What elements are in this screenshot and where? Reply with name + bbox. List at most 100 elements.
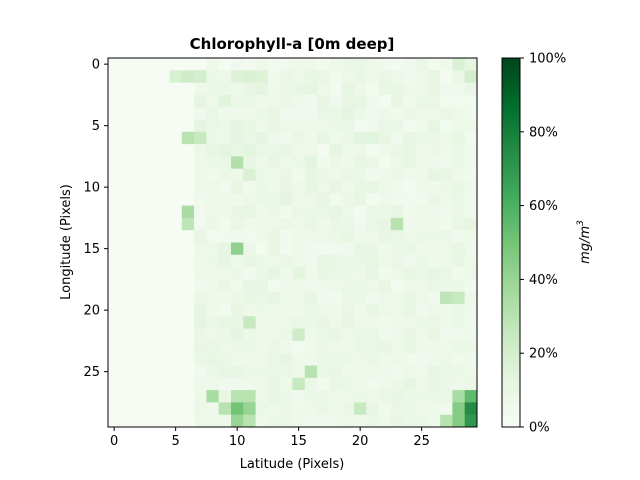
heatmap-cell: [267, 193, 281, 206]
heatmap-cell: [108, 254, 121, 268]
heatmap-cell: [194, 107, 207, 120]
heatmap-cell: [132, 316, 146, 329]
heatmap-cell: [452, 414, 466, 428]
heatmap-cell: [366, 205, 379, 219]
heatmap-cell: [292, 144, 306, 157]
heatmap-cell: [108, 217, 121, 231]
heatmap-cell: [280, 390, 293, 403]
heatmap-cell: [366, 181, 379, 194]
heatmap-cell: [390, 414, 404, 428]
heatmap-cell: [120, 82, 133, 96]
heatmap-cell: [144, 390, 158, 403]
heatmap-cell: [415, 377, 429, 391]
heatmap-cell: [218, 119, 232, 133]
heatmap-cell: [267, 291, 281, 305]
heatmap-cell: [194, 291, 207, 305]
heatmap-cell: [354, 58, 367, 71]
heatmap-cell: [194, 230, 207, 243]
heatmap-cell: [255, 279, 269, 293]
heatmap-cell: [390, 377, 404, 391]
heatmap-cell: [280, 205, 293, 219]
heatmap-cell: [157, 58, 170, 71]
heatmap-cell: [181, 377, 195, 391]
heatmap-cell: [341, 205, 355, 219]
colorbar-tick-label: 80%: [529, 125, 558, 140]
heatmap-cell: [452, 353, 466, 366]
heatmap-cell: [464, 168, 478, 182]
heatmap-cell: [415, 58, 429, 71]
heatmap-cell: [181, 70, 195, 83]
heatmap-cell: [464, 205, 478, 219]
heatmap-cell: [255, 353, 269, 366]
heatmap-cell: [403, 353, 416, 366]
heatmap-cell: [108, 328, 121, 342]
heatmap-cell: [218, 94, 232, 108]
heatmap-cell: [144, 402, 158, 416]
heatmap-cell: [255, 156, 269, 170]
heatmap-cell: [304, 279, 318, 293]
heatmap-cell: [120, 377, 133, 391]
y-tick-label: 0: [92, 58, 100, 73]
heatmap-cell: [292, 70, 306, 83]
heatmap-cell: [440, 205, 453, 219]
heatmap-cell: [169, 156, 183, 170]
heatmap-cell: [452, 365, 466, 379]
heatmap-cell: [218, 230, 232, 243]
heatmap-cell: [206, 316, 220, 329]
heatmap-cell: [415, 70, 429, 83]
heatmap-cell: [157, 230, 170, 243]
heatmap-cell: [144, 156, 158, 170]
heatmap-cell: [341, 390, 355, 403]
heatmap-cell: [144, 328, 158, 342]
x-tick-label: 0: [110, 434, 118, 449]
heatmap-cell: [292, 205, 306, 219]
heatmap-cell: [144, 107, 158, 120]
heatmap-cell: [292, 414, 306, 428]
heatmap-cell: [267, 365, 281, 379]
heatmap-cell: [341, 353, 355, 366]
heatmap-cell: [108, 353, 121, 366]
heatmap-cell: [390, 340, 404, 354]
heatmap-cell: [120, 291, 133, 305]
heatmap-cell: [354, 144, 367, 157]
heatmap-cell: [366, 58, 379, 71]
heatmap-cell: [354, 193, 367, 206]
heatmap-cell: [317, 70, 330, 83]
heatmap-cell: [427, 181, 441, 194]
heatmap-cell: [427, 242, 441, 256]
heatmap-cell: [181, 107, 195, 120]
heatmap-cell: [329, 205, 343, 219]
heatmap-cell: [267, 328, 281, 342]
heatmap-cell: [194, 193, 207, 206]
heatmap-cell: [206, 107, 220, 120]
heatmap-cell: [169, 291, 183, 305]
heatmap-cell: [206, 181, 220, 194]
heatmap-cell: [267, 107, 281, 120]
heatmap-cell: [427, 340, 441, 354]
heatmap-cell: [132, 144, 146, 157]
heatmap-cell: [329, 70, 343, 83]
heatmap-cell: [403, 328, 416, 342]
x-tick-label: 25: [413, 434, 430, 449]
heatmap-cell: [378, 304, 392, 317]
heatmap-cell: [169, 217, 183, 231]
heatmap-cell: [366, 377, 379, 391]
heatmap-cell: [243, 340, 256, 354]
heatmap-cell: [292, 267, 306, 280]
heatmap-cell: [304, 291, 318, 305]
heatmap-cell: [169, 353, 183, 366]
heatmap-cell: [108, 402, 121, 416]
heatmap-cell: [169, 168, 183, 182]
heatmap-cell: [366, 328, 379, 342]
heatmap-cell: [366, 119, 379, 133]
heatmap-cell: [206, 217, 220, 231]
heatmap-cell: [329, 414, 343, 428]
colorbar-label-superscript: 3: [576, 220, 586, 226]
colorbar-tick-label: 0%: [529, 421, 550, 436]
heatmap-cell: [157, 70, 170, 83]
heatmap-cell: [390, 181, 404, 194]
heatmap-cell: [292, 390, 306, 403]
heatmap-cell: [132, 267, 146, 280]
heatmap-cell: [378, 131, 392, 145]
heatmap-cell: [427, 193, 441, 206]
